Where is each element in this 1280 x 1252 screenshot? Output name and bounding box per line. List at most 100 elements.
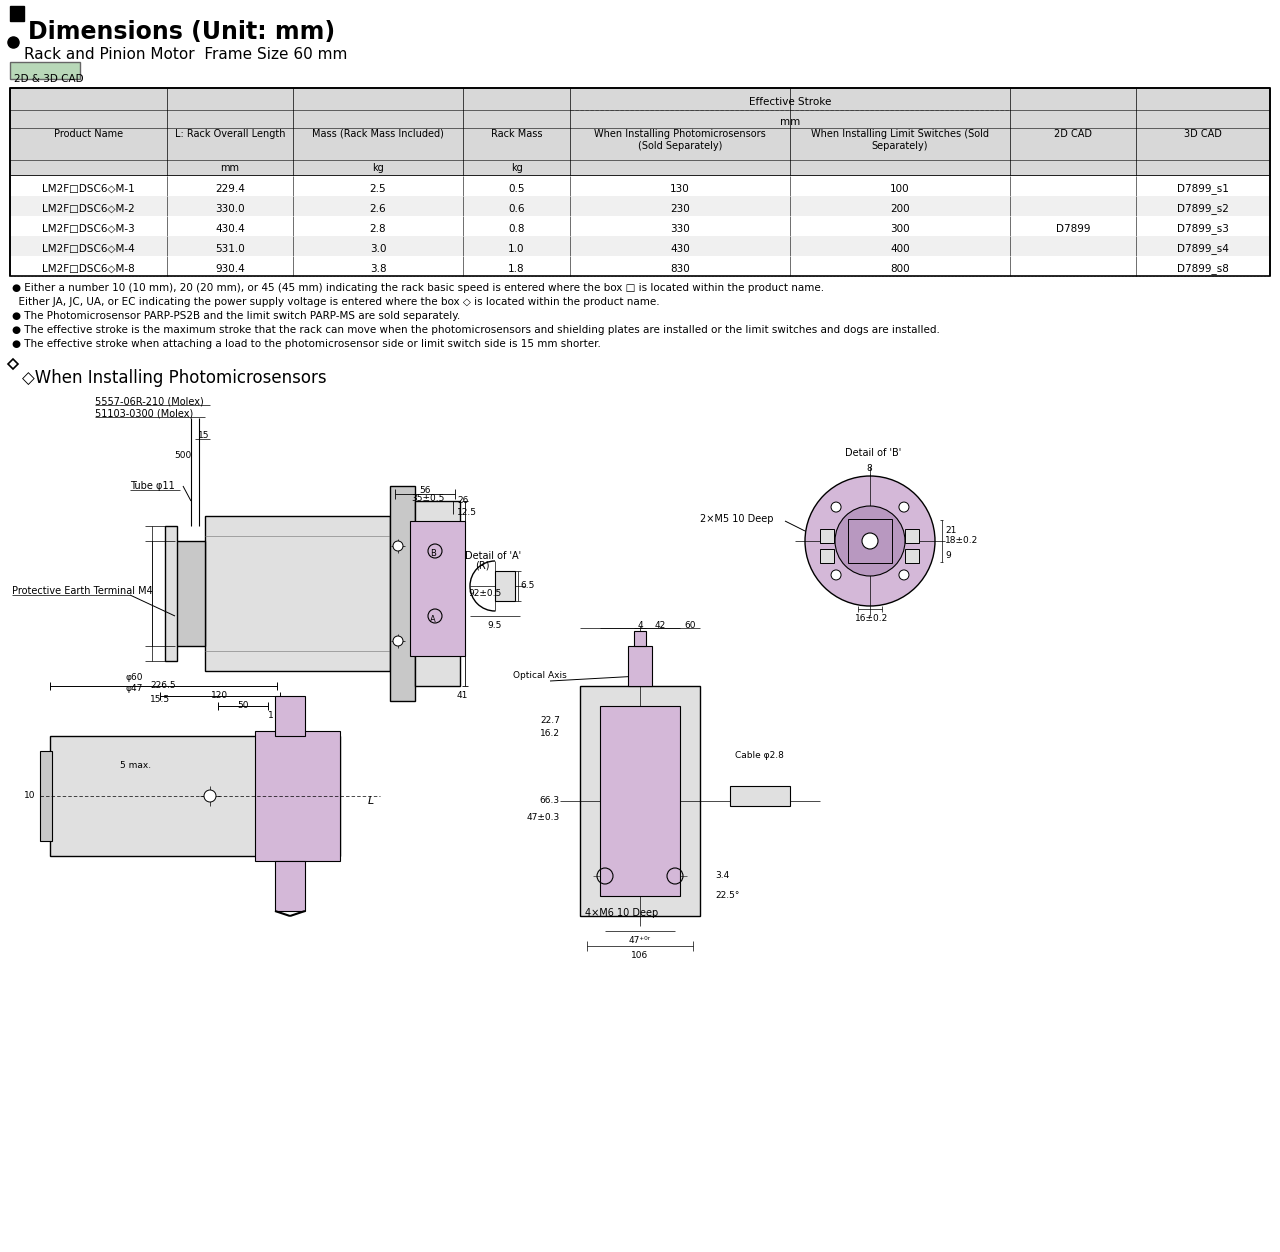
Text: When Installing Limit Switches (Sold
Separately): When Installing Limit Switches (Sold Sep… [812,129,989,150]
Text: 47±0.3: 47±0.3 [527,813,561,823]
Text: D7899_s4: D7899_s4 [1178,244,1229,254]
Text: 230: 230 [671,204,690,214]
Text: Mass (Rack Mass Included): Mass (Rack Mass Included) [312,129,444,139]
Text: 10: 10 [23,791,35,800]
Text: 22.7: 22.7 [540,716,561,725]
Text: Cable φ2.8: Cable φ2.8 [735,751,783,760]
Text: 830: 830 [671,264,690,274]
Bar [849,520,892,563]
Text: mm: mm [780,116,800,126]
Circle shape [861,533,878,548]
Text: (R): (R) [475,561,489,571]
Text: mm: mm [220,163,239,173]
Text: B: B [430,550,436,558]
Text: ● The effective stroke when attaching a load to the photomicrosensor side or lim: ● The effective stroke when attaching a … [12,339,600,349]
Text: L: Rack Overall Length: L: Rack Overall Length [175,129,285,139]
Text: 4×M6 10 Deep: 4×M6 10 Deep [585,908,658,918]
Bar [255,731,340,861]
Text: 26: 26 [457,496,468,505]
Text: Tube φ11: Tube φ11 [131,481,175,491]
Text: LM2F□DSC6◇M-1: LM2F□DSC6◇M-1 [42,184,134,194]
Text: Rack Mass: Rack Mass [490,129,543,139]
Text: 18±0.2: 18±0.2 [945,536,978,545]
Text: 400: 400 [890,244,910,254]
Text: 2×M5 10 Deep: 2×M5 10 Deep [700,515,773,525]
Text: 41: 41 [457,691,468,700]
Text: 430: 430 [671,244,690,254]
Text: kg: kg [511,163,522,173]
Text: ● Either a number 10 (10 mm), 20 (20 mm), or 45 (45 mm) indicating the rack basi: ● Either a number 10 (10 mm), 20 (20 mm)… [12,283,824,293]
Text: 2.8: 2.8 [370,224,387,234]
Bar [905,530,919,543]
Text: ● The Photomicrosensor PARP-PS2B and the limit switch PARP-MS are sold separatel: ● The Photomicrosensor PARP-PS2B and the… [12,310,461,321]
Text: 21: 21 [945,526,956,535]
Text: 800: 800 [890,264,910,274]
Text: 120: 120 [211,691,229,700]
Text: 226.5: 226.5 [151,681,177,690]
Text: Effective Stroke: Effective Stroke [749,96,831,106]
Text: φ47: φ47 [125,684,142,694]
Text: 56: 56 [420,486,431,495]
Text: 8: 8 [867,464,872,473]
Text: 330.0: 330.0 [215,204,244,214]
Text: 92±0.5: 92±0.5 [468,588,502,598]
Text: 130: 130 [671,184,690,194]
Text: 2D & 3D CAD: 2D & 3D CAD [14,74,83,84]
Circle shape [899,502,909,512]
Bar [730,786,790,806]
Text: 9: 9 [945,551,951,560]
Text: 430.4: 430.4 [215,224,244,234]
Text: 1.8: 1.8 [508,264,525,274]
Text: L: L [369,796,374,806]
Text: 15.5: 15.5 [150,695,170,704]
Ellipse shape [835,506,905,576]
Text: ● The effective stroke is the maximum stroke that the rack can move when the pho: ● The effective stroke is the maximum st… [12,326,940,336]
Text: 51103-0300 (Molex): 51103-0300 (Molex) [95,408,193,418]
Bar [10,177,1270,197]
Text: 5557-06R-210 (Molex): 5557-06R-210 (Molex) [95,396,204,406]
Bar [10,63,79,79]
Text: Detail of 'A': Detail of 'A' [465,551,521,561]
Bar [10,88,1270,275]
Text: kg: kg [372,163,384,173]
Bar [600,706,680,896]
Text: LM2F□DSC6◇M-3: LM2F□DSC6◇M-3 [42,224,134,234]
Text: 330: 330 [671,224,690,234]
Text: 300: 300 [890,224,910,234]
Text: D7899_s2: D7899_s2 [1178,204,1229,214]
Circle shape [204,790,216,803]
Text: 2.6: 2.6 [370,204,387,214]
Bar [410,521,465,656]
Bar [205,516,390,671]
Text: 0.6: 0.6 [508,204,525,214]
Text: D7899_s3: D7899_s3 [1178,224,1229,234]
Text: 4: 4 [637,621,643,630]
Bar [820,548,835,563]
Bar [10,255,1270,275]
Bar [495,571,515,601]
Bar [165,526,177,661]
Ellipse shape [805,476,934,606]
Bar [390,486,415,701]
Text: 3.8: 3.8 [370,264,387,274]
Bar [40,751,52,841]
Text: 100: 100 [890,184,910,194]
Text: 47⁺⁰ʳ: 47⁺⁰ʳ [628,936,652,945]
Bar [50,736,340,856]
Circle shape [393,636,403,646]
Text: When Installing Photomicrosensors
(Sold Separately): When Installing Photomicrosensors (Sold … [594,129,765,150]
Text: D7899_s1: D7899_s1 [1178,184,1229,194]
Bar [628,646,652,686]
Text: 50: 50 [237,701,248,710]
Text: φ60: φ60 [125,674,142,682]
Bar [415,501,460,686]
Text: 5 max.: 5 max. [120,761,151,770]
Text: 66.3: 66.3 [540,796,561,805]
Text: 200: 200 [890,204,910,214]
Text: Dimensions (Unit: mm): Dimensions (Unit: mm) [28,20,335,44]
Text: 15: 15 [198,431,210,439]
Bar [820,530,835,543]
Text: 22.5°: 22.5° [716,891,740,900]
Text: Detail of 'B': Detail of 'B' [845,448,901,458]
Circle shape [831,570,841,580]
